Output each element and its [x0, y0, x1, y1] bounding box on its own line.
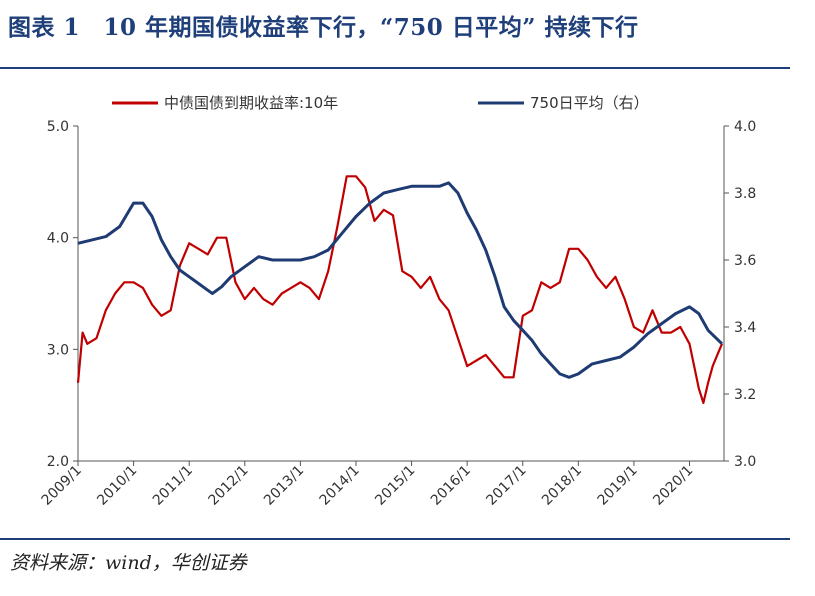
series-line-10y-yield [76, 175, 724, 404]
y-right-tick-label: 3.0 [734, 454, 756, 470]
y-left-tick-label: 4.0 [47, 231, 69, 247]
y-right-tick-label: 3.8 [734, 186, 756, 202]
x-tick-label: 2011/1 [150, 463, 196, 509]
source-note: 资料来源：wind，华创证券 [10, 552, 247, 574]
y-right-tick-label: 4.0 [734, 119, 756, 135]
legend-label-1: 750日平均（右） [530, 94, 649, 112]
y-right-tick-label: 3.6 [734, 253, 756, 269]
y-right-tick-label: 3.4 [734, 320, 756, 336]
y-left-tick-label: 5.0 [47, 119, 69, 135]
x-tick-label: 2010/1 [94, 463, 140, 509]
footer-divider [0, 538, 790, 540]
x-tick-label: 2012/1 [205, 463, 251, 509]
x-tick-label: 2016/1 [428, 463, 474, 509]
y-left-tick-label: 2.0 [47, 454, 69, 470]
y-left-tick-label: 3.0 [47, 342, 69, 358]
x-tick-label: 2014/1 [317, 463, 363, 509]
title-divider [0, 67, 790, 69]
x-tick-label: 2015/1 [372, 463, 418, 509]
x-tick-label: 2020/1 [650, 463, 696, 509]
figure-title: 图表 1 10 年期国债收益率下行，“750 日平均” 持续下行 [8, 14, 639, 41]
x-tick-label: 2017/1 [483, 463, 529, 509]
x-tick-label: 2018/1 [539, 463, 585, 509]
x-tick-label: 2019/1 [595, 463, 641, 509]
legend-label-0: 中债国债到期收益率:10年 [164, 94, 338, 112]
series-line-ma750 [77, 181, 724, 379]
y-right-tick-label: 3.2 [734, 387, 756, 403]
x-tick-label: 2013/1 [261, 463, 307, 509]
